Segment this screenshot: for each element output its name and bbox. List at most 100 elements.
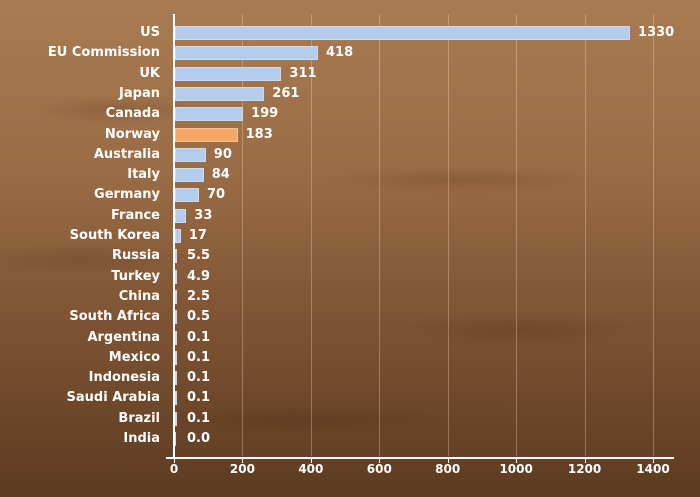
category-label: EU Commission: [47, 45, 160, 61]
value-label: 17: [188, 228, 207, 243]
bar-row: France 33: [0, 206, 700, 226]
value-label: 0.1: [187, 410, 211, 426]
bar-row: Australia 90: [0, 145, 700, 165]
value-label: 5.5: [187, 248, 211, 264]
value-label: 261: [272, 85, 300, 101]
value-label: 0.1: [187, 349, 211, 365]
tick-mark: [310, 457, 312, 463]
x-tick-label: 1200: [567, 462, 602, 476]
category-label: South Africa: [69, 309, 160, 325]
bar: [175, 432, 176, 446]
gridline: [516, 14, 518, 456]
gridline: [447, 14, 449, 456]
value-label: 90: [213, 146, 232, 162]
bar-row: China 2.5: [0, 287, 700, 307]
value-label: 33: [194, 207, 213, 223]
category-label: Australia: [93, 146, 160, 162]
x-tick-label: 200: [229, 462, 255, 476]
gridline: [653, 14, 654, 456]
gridline: [379, 14, 381, 456]
category-label: Russia: [112, 248, 160, 264]
bar-row: Japan 261: [0, 84, 700, 104]
bar: [175, 269, 177, 284]
bar: [175, 188, 199, 203]
bar: [175, 127, 238, 142]
gridline: [242, 14, 244, 456]
tick-mark: [516, 457, 518, 463]
bar-row: UK 311: [0, 64, 700, 84]
category-label: China: [118, 288, 160, 304]
bar: [175, 249, 177, 264]
bar: [175, 411, 177, 426]
tick-mark: [584, 457, 586, 463]
bar-row: US 1330: [0, 23, 700, 43]
category-label: Saudi Arabia: [66, 390, 160, 406]
value-label: 70: [206, 187, 226, 203]
category-label: Argentina: [87, 329, 160, 345]
category-label: Brazil: [118, 410, 160, 426]
bar: [175, 86, 265, 101]
value-label: 2.5: [187, 288, 211, 304]
tick-mark: [174, 457, 175, 463]
bar-row: India 0.0: [0, 429, 700, 449]
value-label: 1330: [638, 25, 675, 40]
value-label: 199: [251, 106, 279, 122]
bar: [175, 26, 631, 40]
bar-row: EU Commission 418: [0, 43, 700, 63]
value-label: 0.1: [187, 370, 211, 386]
value-label: 0.1: [187, 329, 211, 345]
bar-row: Saudi Arabia 0.1: [0, 388, 700, 408]
y-axis-line: [173, 14, 175, 459]
x-tick-label: 1400: [636, 462, 670, 476]
gridline: [310, 14, 312, 456]
tick-mark: [242, 457, 244, 463]
x-tick-label: 1000: [499, 462, 533, 476]
x-tick-label: 600: [366, 462, 392, 476]
bar-row: South Africa 0.5: [0, 307, 700, 327]
bar-row: Brazil 0.1: [0, 409, 700, 429]
category-label: India: [123, 431, 160, 446]
bar-row: Norway 183: [0, 125, 700, 145]
bar: [175, 208, 187, 223]
x-axis-line: [166, 457, 674, 459]
category-label: Turkey: [111, 268, 160, 284]
value-label: 0.1: [187, 390, 211, 406]
bar: [175, 310, 177, 325]
value-label: 0.0: [187, 431, 211, 446]
tick-mark: [653, 457, 654, 463]
bar: [175, 46, 319, 61]
category-label: South Korea: [69, 228, 160, 243]
tick-mark: [379, 457, 381, 463]
value-label: 311: [289, 65, 317, 81]
bar: [175, 289, 177, 304]
value-label: 183: [245, 126, 273, 142]
gridline: [584, 14, 586, 456]
bar: [175, 350, 177, 365]
bar: [175, 66, 282, 81]
value-label: 84: [211, 167, 230, 183]
bar: [175, 168, 204, 183]
bar-row: Turkey 4.9: [0, 267, 700, 287]
bar-row: Mexico 0.1: [0, 348, 700, 368]
bar-row: Russia 5.5: [0, 246, 700, 266]
tick-mark: [447, 457, 449, 463]
category-label: UK: [139, 65, 160, 81]
value-label: 418: [326, 45, 354, 61]
x-tick-label: 400: [298, 462, 324, 476]
category-label: Norway: [104, 126, 160, 142]
bar: [175, 330, 177, 345]
x-tick-label: 800: [435, 462, 461, 476]
bar: [175, 107, 244, 122]
category-label: Japan: [119, 85, 160, 101]
category-label: Indonesia: [88, 370, 160, 386]
bar: [175, 371, 177, 386]
category-label: Canada: [105, 106, 160, 122]
category-label: Italy: [127, 167, 160, 183]
bar: [175, 229, 181, 243]
bar-row: Canada 199: [0, 104, 700, 124]
bar-row: Germany 70: [0, 185, 700, 205]
category-label: US: [140, 25, 160, 40]
bar-row: Italy 84: [0, 165, 700, 185]
